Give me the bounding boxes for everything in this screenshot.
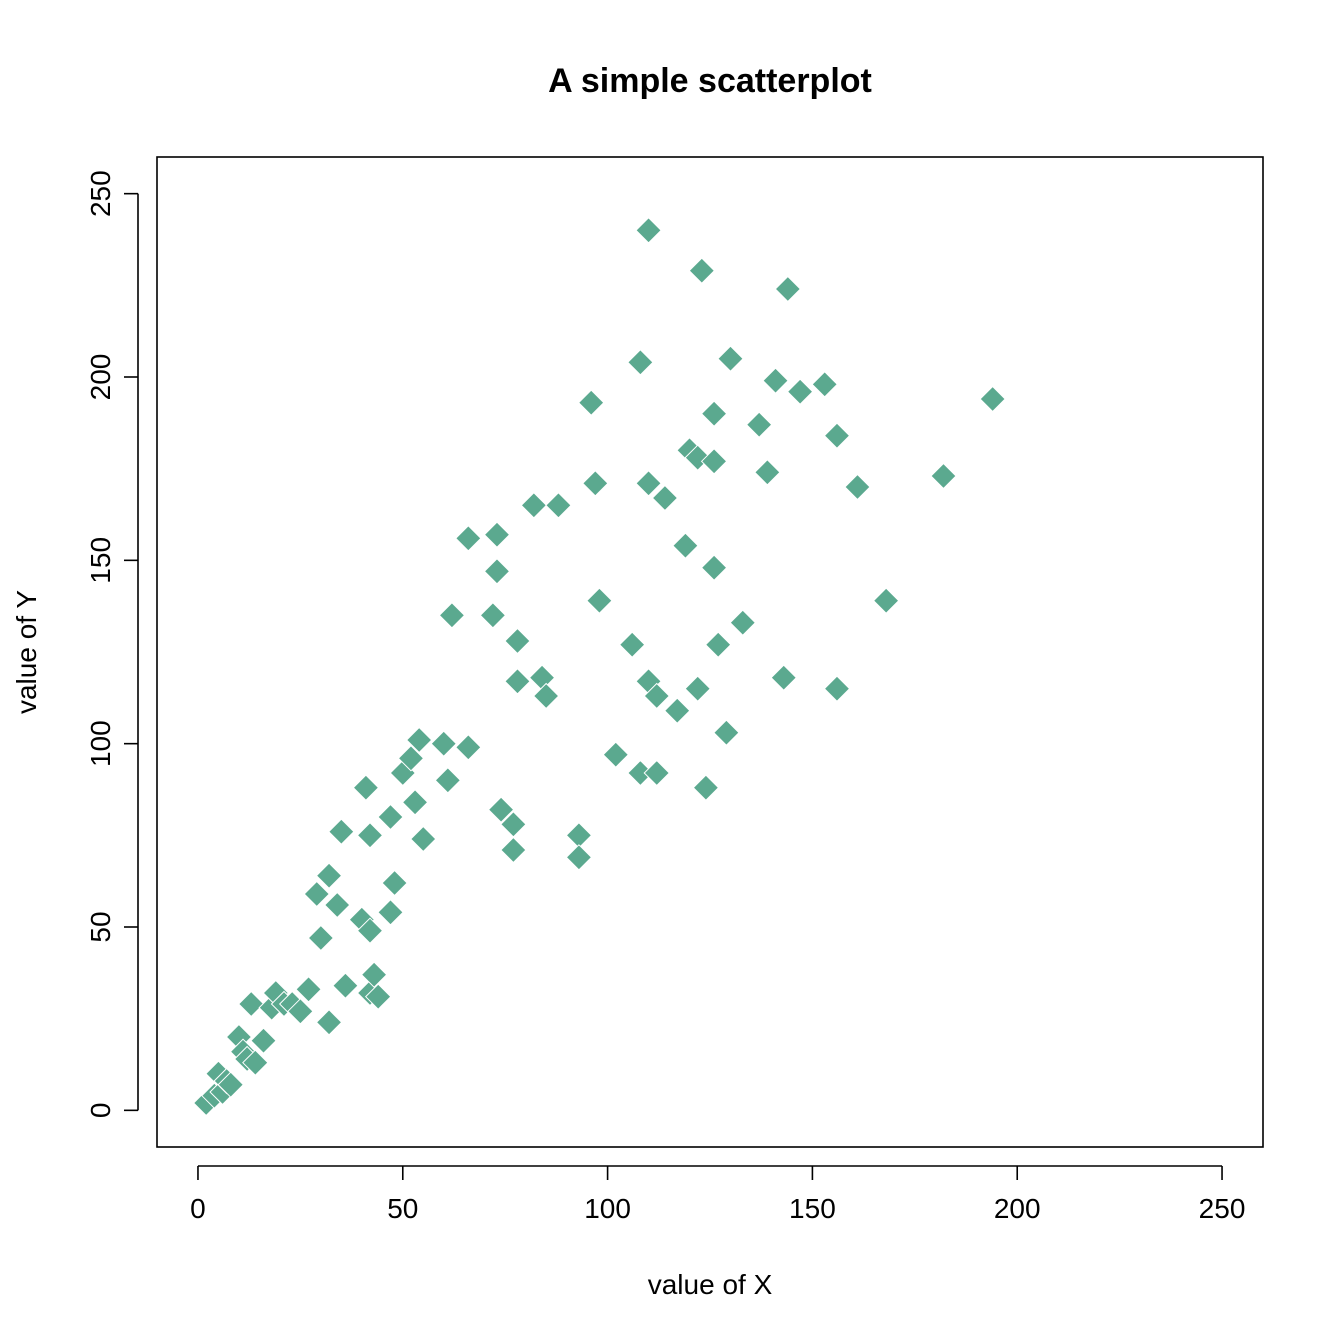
data-point	[332, 972, 359, 999]
data-point	[704, 631, 732, 658]
y-tick-label: 100	[85, 720, 116, 767]
y-tick-label: 250	[85, 170, 116, 217]
data-point	[930, 462, 957, 490]
x-tick-label: 50	[387, 1193, 418, 1224]
data-point	[438, 602, 466, 629]
data-point	[324, 891, 351, 919]
data-point	[455, 734, 482, 761]
data-point	[377, 899, 404, 926]
data-point	[729, 609, 756, 636]
data-point	[315, 862, 343, 889]
data-point	[479, 602, 507, 629]
data-point	[700, 400, 728, 427]
data-point	[823, 675, 851, 702]
y-tick-label: 0	[85, 1103, 116, 1119]
data-point	[401, 789, 429, 816]
data-point	[565, 844, 593, 871]
x-axis-label: value of X	[648, 1269, 773, 1300]
data-point	[377, 803, 404, 831]
data-point	[627, 349, 654, 376]
data-point	[434, 767, 462, 794]
data-point	[979, 385, 1006, 413]
data-point	[664, 697, 691, 724]
y-tick-label: 150	[85, 537, 116, 584]
data-point	[844, 473, 871, 501]
x-tick-label: 250	[1199, 1193, 1246, 1224]
data-point	[238, 990, 265, 1018]
chart-title: A simple scatterplot	[548, 62, 872, 100]
data-point	[303, 880, 330, 908]
data-point	[528, 664, 556, 691]
data-point	[250, 1027, 277, 1054]
y-axis: 0 50 100 150 200 250	[85, 170, 139, 1119]
x-tick-label: 150	[789, 1193, 836, 1224]
data-point	[504, 627, 531, 655]
data-point	[405, 726, 433, 754]
x-axis: 0 50 100 150 200 250	[190, 1165, 1246, 1224]
data-point	[700, 554, 728, 581]
data-point	[295, 976, 322, 1003]
data-point	[364, 983, 392, 1010]
data-point	[307, 924, 335, 952]
data-point	[745, 411, 773, 438]
data-point	[504, 668, 531, 695]
data-point	[328, 818, 355, 845]
data-point	[692, 774, 720, 801]
data-point	[578, 389, 605, 416]
data-point	[410, 825, 437, 853]
data-point	[672, 532, 699, 559]
x-tick-label: 0	[190, 1193, 206, 1224]
data-point	[811, 371, 838, 398]
data-point	[651, 484, 679, 512]
data-point	[762, 367, 789, 394]
data-point	[618, 631, 646, 658]
data-point	[483, 558, 511, 585]
data-point	[242, 1049, 269, 1076]
data-point	[700, 448, 728, 475]
data-point	[872, 587, 900, 614]
data-point	[582, 470, 609, 497]
data-point	[688, 257, 716, 284]
data-point	[643, 759, 670, 787]
data-point	[565, 822, 593, 849]
y-tick-label: 50	[85, 911, 116, 942]
data-point	[602, 741, 629, 768]
data-point	[397, 745, 425, 772]
data-point	[774, 275, 802, 303]
data-point	[356, 822, 384, 849]
data-point	[500, 836, 527, 864]
data-point	[360, 961, 388, 988]
data-points	[192, 217, 1006, 1117]
data-point	[586, 587, 613, 614]
data-point	[356, 917, 384, 944]
data-point	[315, 1009, 343, 1036]
data-point	[717, 345, 744, 372]
data-point	[823, 422, 851, 449]
data-point	[430, 730, 457, 757]
data-point	[684, 675, 711, 702]
x-tick-label: 200	[994, 1193, 1041, 1224]
data-point	[520, 492, 548, 519]
data-point	[770, 664, 797, 691]
data-point	[635, 217, 662, 244]
data-point	[643, 682, 670, 710]
data-point	[217, 1071, 244, 1098]
data-point	[786, 378, 814, 405]
x-tick-label: 100	[584, 1193, 631, 1224]
data-point	[532, 682, 560, 710]
plot-area-frame	[156, 156, 1264, 1148]
data-point	[635, 470, 662, 497]
y-tick-label: 200	[85, 354, 116, 401]
data-point	[352, 774, 380, 801]
data-point	[754, 459, 781, 486]
data-point	[545, 492, 572, 519]
y-axis-label: value of Y	[11, 590, 42, 714]
data-point	[381, 869, 408, 897]
data-point	[483, 521, 511, 548]
data-point	[287, 998, 314, 1025]
data-point	[487, 796, 515, 823]
data-point	[713, 719, 740, 746]
data-point	[455, 525, 482, 552]
